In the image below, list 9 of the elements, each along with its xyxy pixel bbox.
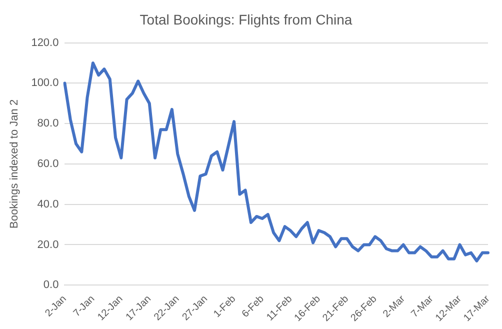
y-tick-label: 60.0 (37, 158, 59, 170)
y-tick-label: 40.0 (37, 198, 59, 210)
y-axis-title: Bookings indexed to Jan 2 (8, 99, 21, 228)
y-tick-label: 20.0 (37, 238, 59, 251)
y-tick-label: 0.0 (43, 279, 59, 292)
chart-title: Total Bookings: Flights from China (140, 11, 352, 28)
y-tick-label: 120.0 (31, 36, 59, 49)
y-tick-label: 80.0 (37, 118, 59, 130)
y-tick-label: 100.0 (31, 77, 59, 90)
